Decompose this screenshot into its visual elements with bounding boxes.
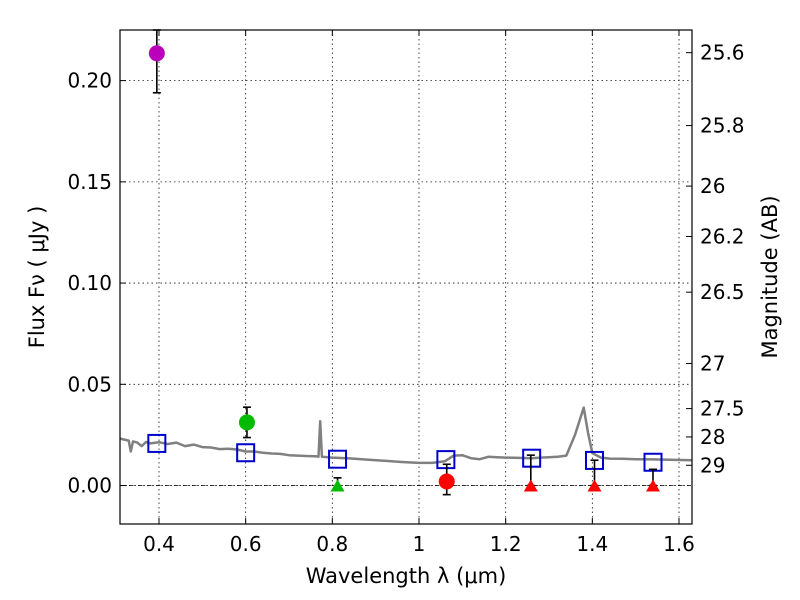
detection-point: [438, 473, 455, 490]
detection-point: [238, 414, 255, 431]
upper-limit-triangle: [330, 479, 345, 492]
x-tick-label: 0.6: [230, 532, 262, 556]
detection-errorbar: [152, 29, 161, 94]
x-tick-label: 0.8: [316, 532, 348, 556]
x-tick-label: 0.4: [143, 532, 175, 556]
y2-axis-title: Magnitude (AB): [758, 195, 782, 358]
plot-frame: [119, 29, 693, 525]
y2-tick-label: 25.6: [700, 41, 745, 65]
x-tick-label: 1.2: [490, 532, 522, 556]
model-point-square: [147, 433, 167, 453]
y2-tick-label: 28: [700, 425, 725, 449]
upper-limit-triangle: [587, 479, 602, 492]
detection-point: [148, 45, 165, 62]
y-tick-label: 0.00: [67, 474, 112, 498]
upper-limit-triangle: [646, 479, 660, 492]
grid-layer: [120, 30, 692, 524]
x-tick-label: 1.6: [663, 532, 695, 556]
model-layer: [119, 406, 693, 465]
model-spectrum-line: [119, 406, 693, 465]
x-tick-label: 1.4: [576, 532, 608, 556]
y2-tick-label: 27.5: [700, 397, 745, 421]
model-point-square: [328, 449, 348, 469]
model-point-square: [522, 448, 542, 468]
y2-tick-label: 29: [700, 453, 725, 477]
x-tick-label: 1: [413, 532, 426, 556]
y-axis-title: Flux Fν ( μJy ): [25, 206, 49, 349]
y2-tick-label: 27: [700, 351, 725, 375]
ticks-layer: 0.4 0.6 0.8 1 1.2 1.4 1.6 0.00 0.05 0.10 0.15 0.20 2…: [67, 30, 745, 556]
y2-tick-label: 26.5: [700, 280, 745, 304]
upper-limit-triangle: [523, 479, 538, 492]
y-tick-label: 0.05: [67, 372, 112, 396]
model-point-square: [436, 450, 456, 470]
model-point-square: [643, 452, 663, 472]
model-point-square: [236, 443, 256, 463]
y-tick-label: 0.10: [67, 271, 112, 295]
y2-tick-label: 26.2: [700, 225, 745, 249]
y2-tick-label: 25.8: [700, 114, 745, 138]
points-layer: [147, 29, 663, 496]
y-tick-label: 0.15: [67, 170, 112, 194]
y-tick-label: 0.20: [67, 69, 112, 93]
x-axis-title: Wavelength λ (μm): [306, 564, 507, 588]
y2-tick-label: 26: [700, 174, 725, 198]
